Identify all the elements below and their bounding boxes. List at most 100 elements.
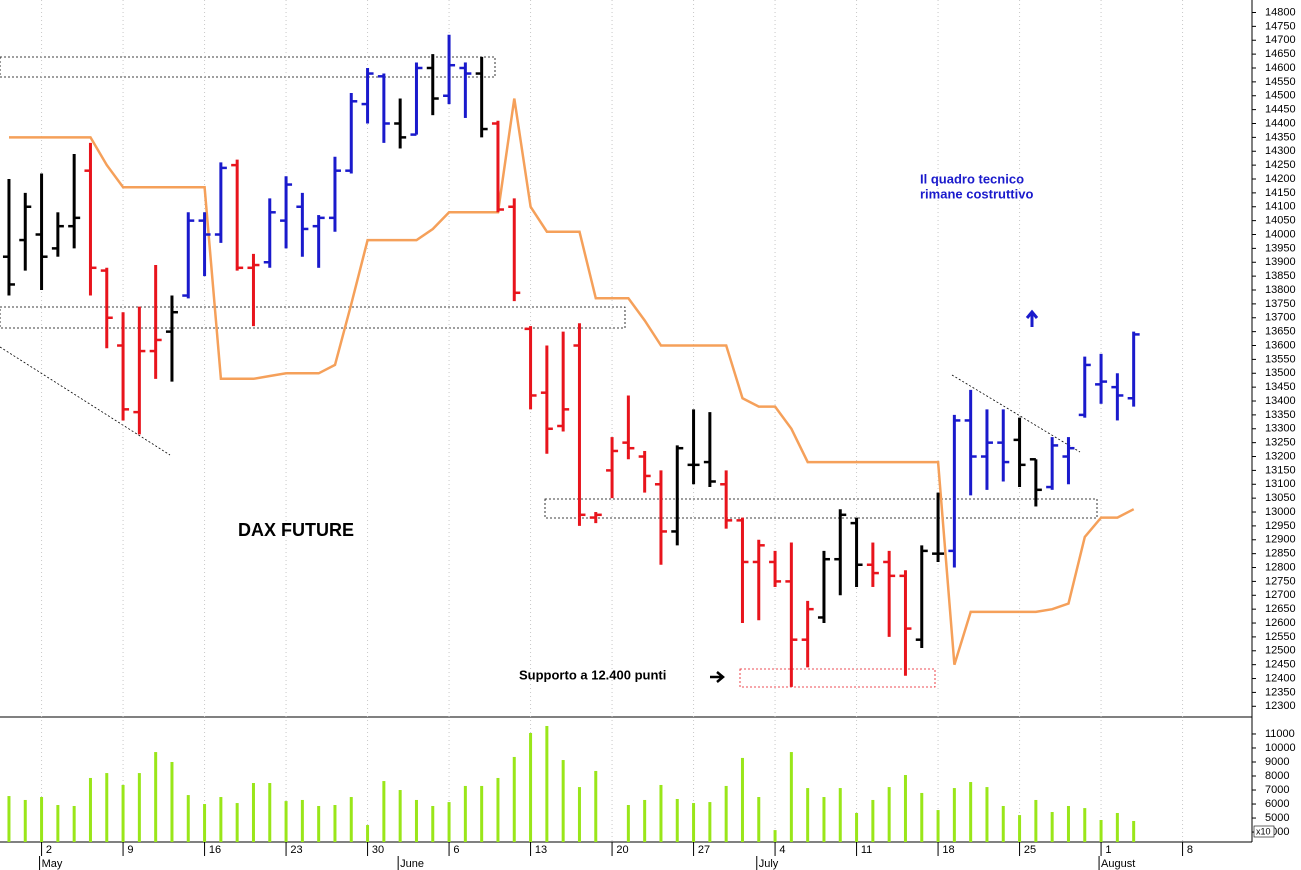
annotation: rimane costruttivo [920, 186, 1033, 201]
y-tick-label: 14550 [1265, 76, 1296, 88]
y-tick-label: 14000 [1265, 228, 1296, 240]
y-tick-label: 12850 [1265, 548, 1296, 560]
arrow [1025, 309, 1039, 327]
month-label: May [42, 858, 63, 870]
trend-line [0, 346, 171, 456]
volume-bar [56, 805, 60, 842]
x-tick-label: 18 [942, 844, 954, 856]
y-tick-label: 13100 [1265, 478, 1296, 490]
volume-bar [1132, 820, 1136, 842]
volume-bar [72, 805, 76, 842]
y-tick-label: 14700 [1265, 34, 1296, 46]
annotation: Supporto a 12.400 punti [519, 667, 666, 682]
volume-bar [659, 784, 663, 842]
volume-bar [773, 830, 777, 842]
x-tick-label: 27 [698, 844, 710, 856]
volume-bar [838, 788, 842, 842]
volume-bar [675, 798, 679, 842]
volume-bar [154, 752, 158, 842]
volume-bar [1115, 812, 1119, 842]
volume-bar [643, 799, 647, 842]
y-tick-label: 13200 [1265, 450, 1296, 462]
volume-bar [105, 773, 109, 842]
y-tick-label: 13500 [1265, 367, 1296, 379]
y-tick-label: 12450 [1265, 659, 1296, 671]
y-tick-label: 9000 [1265, 756, 1289, 768]
volume-bar [317, 805, 321, 842]
volume-bar [985, 787, 989, 842]
volume-bar [855, 812, 859, 842]
volume-bar [414, 799, 418, 842]
y-tick-label: 14750 [1265, 20, 1296, 32]
volume-bar [692, 803, 696, 842]
multiplier-box [1253, 825, 1275, 838]
volume-bar [806, 788, 810, 842]
volume-bar [822, 797, 826, 842]
multiplier-label: x10 [1256, 826, 1271, 836]
y-tick-label: 14500 [1265, 90, 1296, 102]
y-tick-label: 14600 [1265, 62, 1296, 74]
x-tick-label: 2 [46, 844, 52, 856]
y-tick-label: 12800 [1265, 561, 1296, 573]
y-tick-label: 13050 [1265, 492, 1296, 504]
support-zone [739, 668, 936, 688]
volume-bar [1083, 808, 1087, 842]
volume-bar [447, 802, 451, 842]
y-tick-label: 12300 [1265, 700, 1296, 712]
volume-bar [7, 796, 11, 842]
x-tick-label: 4 [779, 844, 785, 856]
y-tick-label: 8000 [1265, 770, 1289, 782]
month-label: August [1101, 858, 1135, 870]
volume-bar [333, 805, 337, 842]
y-tick-label: 12400 [1265, 672, 1296, 684]
y-tick-label: 14200 [1265, 173, 1296, 185]
y-tick-label: 14400 [1265, 117, 1296, 129]
x-tick-label: 16 [209, 844, 221, 856]
volume-bar [23, 799, 27, 842]
volume-bar [170, 761, 174, 842]
y-tick-label: 13450 [1265, 381, 1296, 393]
volume-bar [936, 810, 940, 842]
y-tick-label: 14450 [1265, 104, 1296, 116]
y-tick-label: 12650 [1265, 603, 1296, 615]
volume-bar [121, 784, 125, 842]
volume-bar [219, 797, 223, 842]
y-tick-label: 13300 [1265, 423, 1296, 435]
x-tick-label: 8 [1187, 844, 1193, 856]
volume-bar [871, 799, 875, 842]
y-tick-label: 14150 [1265, 187, 1296, 199]
y-tick-label: 13550 [1265, 353, 1296, 365]
volume-bar [268, 783, 272, 842]
volume-bar [920, 792, 924, 842]
volume-bar [1050, 812, 1054, 842]
y-tick-label: 13750 [1265, 298, 1296, 310]
trend-line [951, 374, 1081, 453]
y-tick-label: 14050 [1265, 215, 1296, 227]
x-tick-label: 25 [1024, 844, 1036, 856]
volume-bar [969, 782, 973, 842]
y-tick-label: 12950 [1265, 520, 1296, 532]
x-tick-label: 20 [616, 844, 628, 856]
volume-bar [1066, 805, 1070, 842]
y-tick-label: 14100 [1265, 201, 1296, 213]
volume-bar [594, 770, 598, 842]
month-label: June [400, 858, 424, 870]
y-tick-label: 12900 [1265, 534, 1296, 546]
y-tick-label: 12600 [1265, 617, 1296, 629]
y-tick-label: 14300 [1265, 145, 1296, 157]
volume-bar [251, 783, 255, 842]
volume-bar [887, 787, 891, 842]
y-tick-label: 12750 [1265, 575, 1296, 587]
volume-bar [952, 788, 956, 842]
y-tick-label: 6000 [1265, 798, 1289, 810]
volume-bar [1001, 805, 1005, 842]
volume-bar [1099, 820, 1103, 842]
volume-bar [496, 777, 500, 842]
y-tick-label: 12550 [1265, 631, 1296, 643]
month-label: July [759, 858, 779, 870]
volume-bar [382, 781, 386, 842]
volume-bar [40, 797, 44, 842]
chart-title: DAX FUTURE [238, 520, 354, 540]
volume-bar [740, 757, 744, 842]
volume-bar [284, 801, 288, 842]
